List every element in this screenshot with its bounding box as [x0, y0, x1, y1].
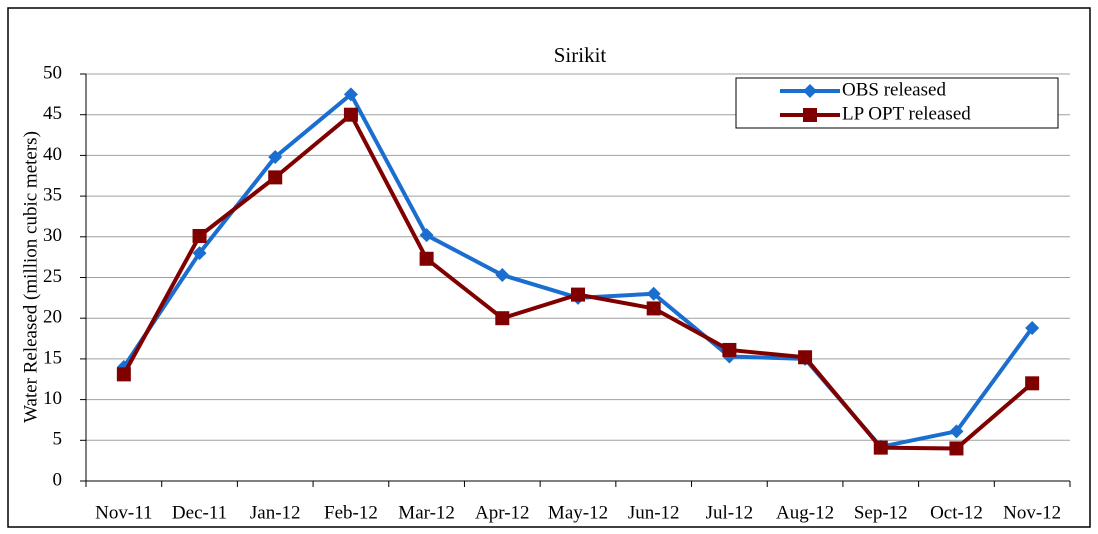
marker	[873, 440, 888, 455]
marker	[419, 228, 434, 243]
marker	[268, 170, 283, 185]
legend-label: OBS released	[842, 79, 946, 100]
marker	[116, 367, 131, 382]
marker	[343, 107, 358, 122]
x-tick-label: Nov-11	[95, 502, 152, 523]
marker	[192, 246, 207, 261]
x-tick-label: Dec-11	[172, 502, 227, 523]
marker	[495, 268, 510, 283]
marker	[571, 287, 585, 302]
marker	[949, 441, 964, 456]
y-tick-label: 45	[43, 103, 62, 124]
marker	[798, 350, 813, 365]
marker	[268, 150, 283, 165]
x-tick-label: Feb-12	[324, 502, 378, 523]
x-tick-label: Jul-12	[706, 502, 754, 523]
y-tick-label: 30	[43, 225, 62, 246]
x-tick-label: May-12	[548, 502, 608, 523]
marker	[419, 251, 434, 266]
y-tick-label: 15	[43, 347, 62, 368]
legend-label: LP OPT released	[842, 103, 971, 124]
marker	[495, 311, 510, 326]
y-tick-label: 5	[53, 429, 63, 450]
marker	[722, 342, 737, 357]
legend-box	[735, 77, 1059, 129]
y-tick-label: 20	[43, 307, 62, 328]
x-tick-label: Aug-12	[776, 502, 834, 523]
x-tick-label: Jun-12	[628, 502, 680, 523]
x-tick-label: Jan-12	[250, 502, 301, 523]
x-tick-label: Sep-12	[854, 502, 908, 523]
marker	[803, 84, 817, 98]
y-tick-label: 40	[43, 144, 62, 165]
marker	[949, 424, 964, 439]
x-tick-label: Nov-12	[1003, 502, 1061, 523]
y-tick-label: 25	[43, 266, 62, 287]
y-tick-label: 50	[43, 62, 62, 83]
marker	[1025, 320, 1040, 335]
marker	[343, 87, 358, 102]
y-tick-label: 10	[43, 388, 62, 409]
marker	[646, 286, 661, 301]
y-tick-label: 35	[43, 184, 62, 205]
marker	[192, 228, 207, 243]
marker	[1025, 376, 1040, 391]
x-tick-label: Apr-12	[475, 502, 530, 523]
marker	[803, 108, 817, 122]
x-tick-label: Oct-12	[930, 502, 983, 523]
chart-title: Sirikit	[554, 43, 607, 67]
y-axis-label: Water Released (million cubic meters)	[20, 131, 41, 423]
y-tick-label: 0	[53, 469, 63, 490]
marker	[646, 301, 661, 316]
x-tick-label: Mar-12	[398, 502, 455, 523]
